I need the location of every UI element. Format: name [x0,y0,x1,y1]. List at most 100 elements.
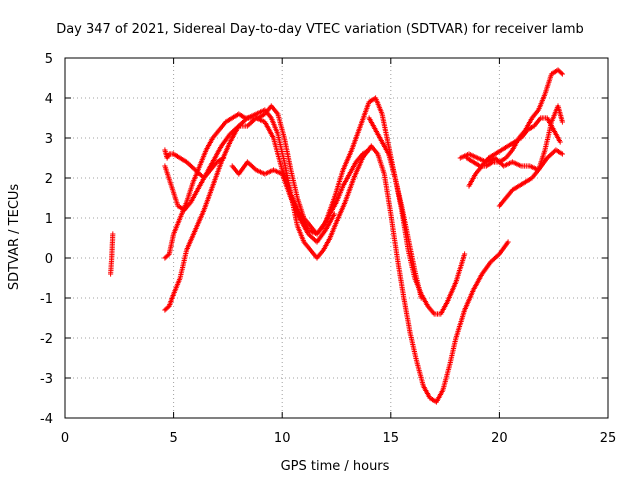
data-point [381,141,383,143]
data-point [255,169,257,171]
data-point [316,241,318,243]
chart-title: Day 347 of 2021, Sidereal Day-to-day VTE… [56,22,584,37]
y-axis-label: SDTVAR / TECUs [7,184,22,291]
data-point [359,125,361,127]
data-point [561,121,563,123]
y-tick-label: -3 [40,372,53,387]
data-point [464,309,466,311]
data-point [455,337,457,339]
data-point [199,165,201,167]
data-point [164,149,166,151]
data-point [500,149,503,151]
data-point [505,157,507,159]
data-point [537,109,540,111]
data-point [527,129,529,131]
data-point [264,113,266,115]
data-point [390,213,392,215]
data-point [270,105,272,107]
data-point [455,281,457,283]
data-point [409,333,411,335]
data-point [244,117,246,119]
data-point [481,273,483,275]
x-tick-label: 0 [61,431,69,446]
data-point [194,169,196,171]
data-point [550,121,553,123]
y-tick-label: -1 [40,292,53,307]
data-point [448,365,451,367]
data-point [383,173,385,175]
data-point [524,181,527,183]
data-point [388,145,390,147]
data-point [179,277,181,279]
plot-frame [64,57,609,419]
data-point [229,141,231,143]
y-tick-label: -2 [40,332,53,347]
data-point [335,201,338,203]
data-point [503,165,505,167]
data-point [361,153,364,155]
data-point [251,117,253,119]
data-point [212,137,214,139]
data-point [179,217,181,219]
data-point [472,161,474,163]
data-point [290,169,292,171]
data-point [422,385,424,387]
data-point [316,233,318,235]
series-track-g [366,115,424,301]
data-point [257,117,259,119]
x-tick-label: 20 [491,431,508,446]
data-series [108,67,565,405]
data-point [303,241,305,243]
data-point [335,221,338,223]
data-point [194,229,196,231]
data-point [546,117,548,119]
data-point [374,129,377,131]
data-point [514,141,516,143]
data-point [203,177,205,179]
data-point [272,137,275,139]
data-point [322,249,325,251]
data-point [557,69,559,71]
data-point [559,141,561,143]
data-point [518,185,520,187]
data-point [440,313,442,315]
series-track-c [162,107,511,405]
data-point [420,297,422,299]
data-point [485,165,487,167]
series-track-j [496,103,565,209]
data-point [277,113,279,115]
data-point [388,153,390,155]
data-point [322,225,325,227]
data-point [544,93,546,95]
data-point [416,361,418,363]
data-point [381,113,383,115]
data-point [186,161,188,163]
data-point [531,117,533,119]
data-point [303,217,305,219]
data-point [477,157,479,159]
data-point [546,157,548,159]
data-point [229,133,231,135]
data-point [374,97,377,99]
data-point [370,145,372,147]
data-point [507,241,509,243]
data-point [238,125,240,127]
data-point [344,201,346,203]
y-tick-label: -4 [40,412,53,427]
data-point [168,305,170,307]
y-tick-label: 4 [45,92,53,107]
data-point [209,169,212,171]
data-point [468,153,470,155]
data-point [246,125,249,127]
data-point [183,209,186,211]
data-point [368,149,370,151]
data-point [216,161,218,163]
data-point [177,205,179,207]
data-point [272,169,275,171]
data-point [472,289,474,291]
data-point [112,233,114,235]
data-point [296,197,299,199]
data-point [173,293,175,295]
data-point [498,253,500,255]
y-tick-label: 5 [45,52,53,67]
